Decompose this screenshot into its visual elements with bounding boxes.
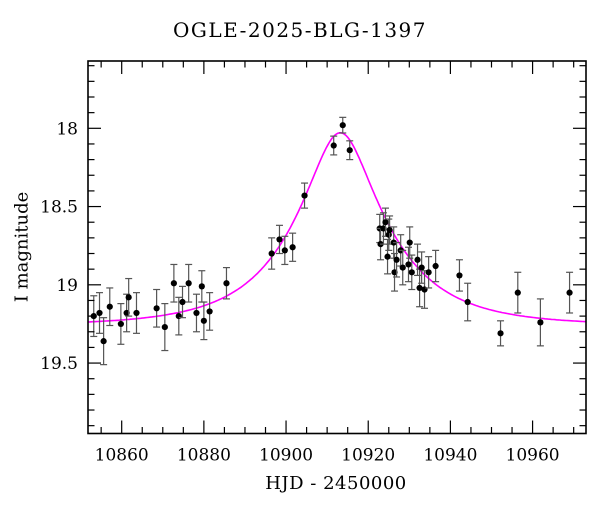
model-curve	[87, 132, 587, 323]
data-point	[514, 289, 521, 296]
data-point	[421, 286, 428, 293]
y-tick-label: 18	[56, 119, 78, 139]
data-point	[161, 323, 168, 331]
y-tick-label: 19.5	[40, 354, 78, 374]
data-point	[198, 283, 205, 290]
data-point	[432, 262, 439, 270]
data-point	[106, 303, 113, 310]
data-point	[268, 250, 275, 257]
data-point	[414, 256, 421, 263]
data-point	[384, 253, 391, 260]
data-point	[100, 338, 107, 345]
data-point	[425, 269, 432, 276]
data-point	[153, 305, 160, 312]
x-tick-label: 10860	[95, 446, 149, 466]
data-point	[206, 308, 213, 315]
data-point	[464, 298, 471, 306]
data-point	[125, 294, 132, 301]
data-point	[117, 320, 124, 328]
data-point	[179, 298, 186, 306]
data-point	[537, 319, 544, 326]
x-tick-label: 10920	[341, 446, 395, 466]
data-point	[399, 264, 406, 271]
data-point	[175, 313, 182, 320]
data-point	[339, 122, 346, 129]
data-point	[418, 264, 425, 271]
data-point	[193, 309, 200, 317]
data-point	[497, 330, 504, 337]
data-point	[416, 284, 423, 292]
data-point	[385, 231, 392, 238]
chart-title: OGLE-2025-BLG-1397	[172, 18, 428, 42]
data-point	[170, 280, 177, 287]
data-point	[566, 289, 573, 296]
data-point	[330, 142, 337, 149]
data-point	[276, 236, 283, 243]
data-point	[382, 219, 389, 226]
x-tick-label: 10900	[259, 446, 313, 466]
data-point	[301, 192, 308, 199]
x-axis-label: HJD - 2450000	[265, 473, 407, 494]
data-point	[289, 244, 296, 251]
data-point	[456, 272, 463, 279]
x-tick-label: 10960	[506, 446, 560, 466]
data-point	[408, 269, 415, 276]
y-tick-label: 19	[56, 276, 78, 296]
x-tick-label: 10940	[423, 446, 477, 466]
data-point	[223, 280, 230, 287]
x-tick-label: 10880	[177, 446, 231, 466]
data-point	[346, 147, 353, 154]
data-point	[281, 247, 288, 254]
data-point	[406, 239, 413, 246]
y-tick-label: 18.5	[40, 198, 78, 218]
plot-border	[87, 60, 587, 435]
data-point	[393, 256, 400, 263]
data-point	[133, 309, 140, 317]
data-point	[405, 261, 412, 268]
data-point	[200, 317, 207, 324]
data-point	[185, 280, 192, 287]
data-point	[96, 309, 103, 317]
data-point	[386, 226, 393, 234]
